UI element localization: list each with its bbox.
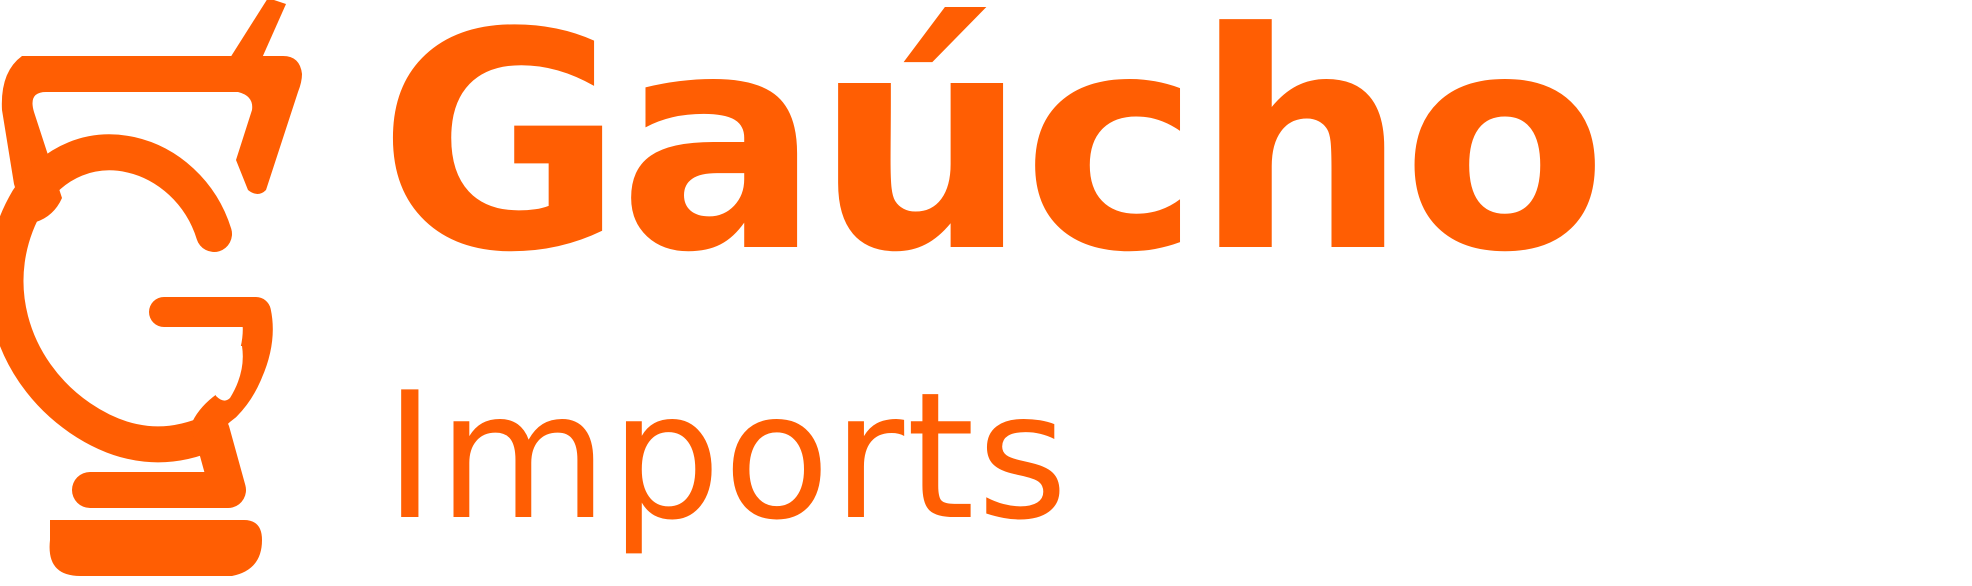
mortar-pestle-g-icon: [0, 0, 302, 576]
brand-name: Gaúcho: [378, 0, 1608, 318]
brand-tagline: Imports: [384, 356, 1070, 559]
